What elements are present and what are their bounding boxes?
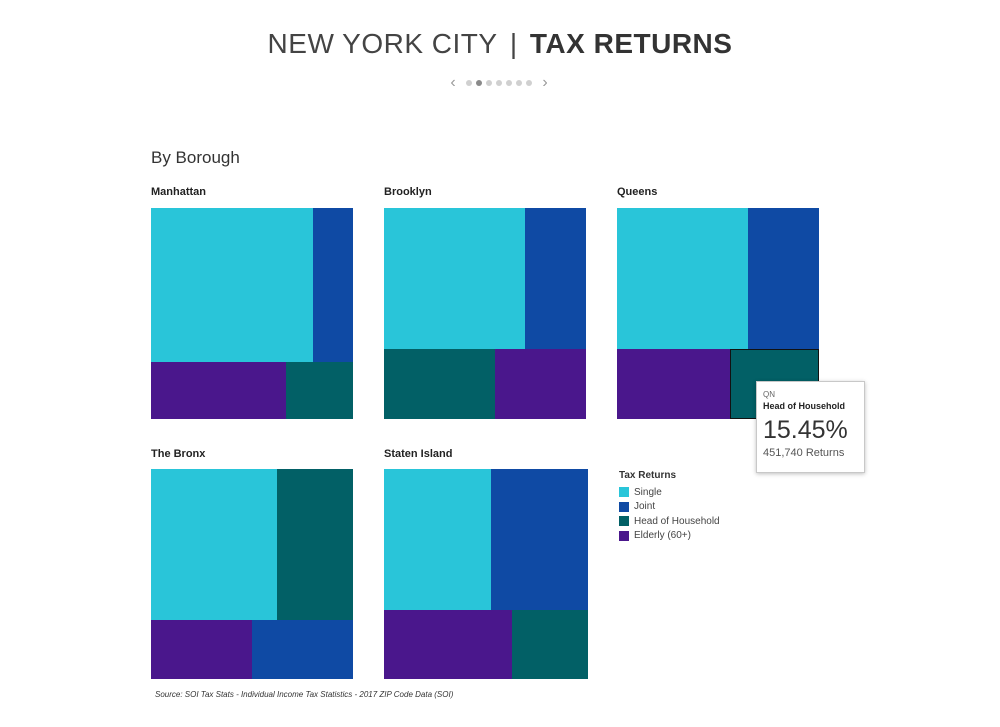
treemap-cell-elderly-60[interactable]	[384, 610, 512, 679]
title-right: TAX RETURNS	[529, 28, 733, 59]
tooltip-borough-code: QN	[763, 390, 775, 399]
legend-swatch-single	[619, 487, 629, 498]
tooltip-percent: 15.45%	[763, 416, 848, 444]
legend-label: Joint	[634, 501, 656, 513]
page-title: NEW YORK CITY | TAX RETURNS	[0, 28, 1000, 60]
story-pager: ‹ ›	[448, 74, 550, 91]
tooltip: QN Head of Household 15.45% 451,740 Retu…	[756, 381, 865, 473]
tooltip-returns: 451,740 Returns	[763, 447, 845, 459]
chevron-right-icon[interactable]: ›	[542, 74, 548, 91]
pager-dot[interactable]	[486, 80, 492, 86]
treemap-cell-elderly-60[interactable]	[151, 620, 252, 679]
panel-label-manhattan: Manhattan	[151, 186, 206, 198]
legend-item-elderly[interactable]: Elderly (60+)	[619, 529, 720, 544]
treemap-cell-single[interactable]	[151, 208, 313, 362]
treemap-cell-single[interactable]	[151, 469, 277, 620]
title-separator: |	[509, 28, 518, 59]
legend-item-single[interactable]: Single	[619, 485, 720, 500]
pager-dot[interactable]	[506, 80, 512, 86]
treemap-cell-head-of-household[interactable]	[384, 349, 495, 419]
treemap-cell-single[interactable]	[384, 208, 525, 349]
treemap-cell-single[interactable]	[617, 208, 748, 349]
legend-swatch-elderly	[619, 530, 629, 541]
panel-label-staten-island: Staten Island	[384, 448, 453, 460]
panel-label-queens: Queens	[617, 186, 658, 198]
treemap-brooklyn	[384, 208, 586, 419]
pager-dot[interactable]	[526, 80, 532, 86]
section-title: By Borough	[151, 148, 240, 167]
title-left: NEW YORK CITY	[267, 28, 498, 59]
legend-label: Head of Household	[634, 515, 720, 527]
pager-dot[interactable]	[496, 80, 502, 86]
treemap-manhattan	[151, 208, 353, 419]
treemap-cell-elderly-60[interactable]	[617, 349, 730, 419]
treemap-cell-joint[interactable]	[252, 620, 353, 679]
pager-dots	[464, 80, 534, 86]
legend-label: Single	[634, 486, 662, 498]
chevron-left-icon[interactable]: ‹	[450, 74, 456, 91]
legend: Tax Returns Single Joint Head of Househo…	[619, 470, 720, 543]
pager-dot[interactable]	[516, 80, 522, 86]
legend-label: Elderly (60+)	[634, 530, 691, 542]
pager-dot[interactable]	[476, 80, 482, 86]
panel-label-the-bronx: The Bronx	[151, 448, 206, 460]
treemap-cell-single[interactable]	[384, 469, 491, 610]
treemap-cell-joint[interactable]	[525, 208, 586, 349]
legend-swatch-head-of-household	[619, 516, 629, 527]
treemap-the-bronx	[151, 469, 353, 679]
treemap-cell-joint[interactable]	[748, 208, 819, 349]
source-note: Source: SOI Tax Stats - Individual Incom…	[155, 690, 454, 699]
treemap-cell-head-of-household[interactable]	[286, 362, 353, 419]
treemap-cell-elderly-60[interactable]	[151, 362, 286, 419]
legend-title: Tax Returns	[619, 470, 677, 481]
panel-label-brooklyn: Brooklyn	[384, 186, 432, 198]
legend-item-head-of-household[interactable]: Head of Household	[619, 514, 720, 529]
legend-swatch-joint	[619, 501, 629, 512]
treemap-cell-joint[interactable]	[313, 208, 353, 362]
pager-dot[interactable]	[466, 80, 472, 86]
treemap-cell-head-of-household[interactable]	[277, 469, 353, 620]
treemap-cell-head-of-household[interactable]	[512, 610, 588, 679]
treemap-cell-elderly-60[interactable]	[495, 349, 586, 419]
treemap-cell-joint[interactable]	[491, 469, 588, 610]
tooltip-category: Head of Household	[763, 401, 846, 411]
legend-item-joint[interactable]: Joint	[619, 500, 720, 515]
treemap-staten-island	[384, 469, 588, 679]
treemap-queens	[617, 208, 819, 419]
